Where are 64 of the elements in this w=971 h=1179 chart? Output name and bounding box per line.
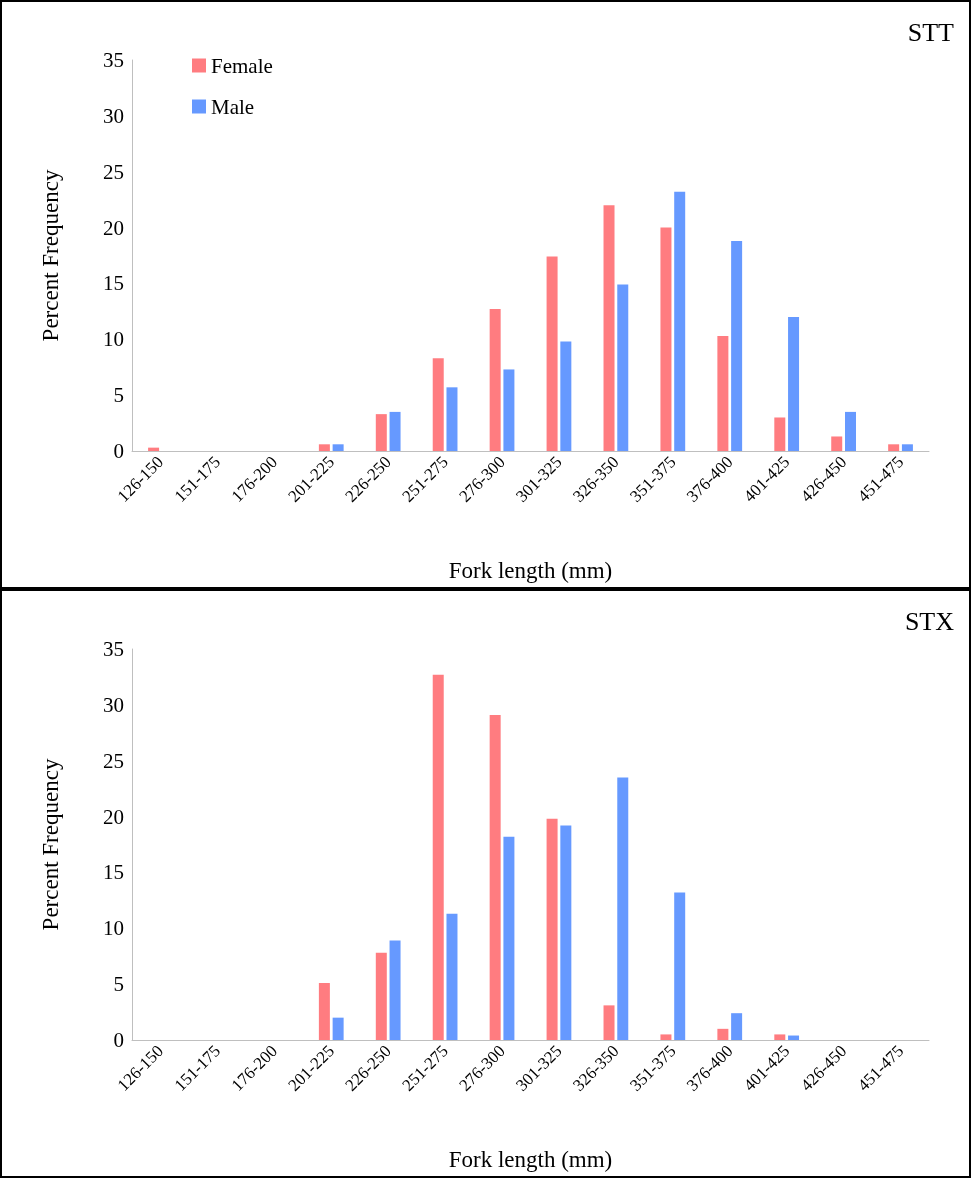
bar [389, 940, 401, 1040]
bar [774, 1034, 786, 1040]
bar [318, 983, 330, 1040]
bar [717, 335, 729, 451]
bar [774, 417, 786, 451]
chart-title: STT [907, 17, 955, 47]
bar [503, 369, 515, 451]
bar [560, 825, 572, 1040]
bar [503, 836, 515, 1040]
bar [788, 316, 800, 451]
bar [901, 444, 913, 451]
bar [389, 411, 401, 451]
bar [603, 205, 615, 451]
bar [844, 411, 856, 451]
y-tick-label: 0 [113, 439, 124, 463]
bar [318, 444, 330, 451]
bar [432, 358, 444, 451]
bar [546, 818, 558, 1040]
y-tick-label: 25 [103, 159, 124, 184]
bar [617, 777, 629, 1040]
y-tick-label: 35 [103, 637, 124, 661]
y-tick-label: 30 [103, 692, 124, 717]
y-tick-label: 20 [103, 215, 124, 240]
y-tick-label: 5 [113, 972, 124, 997]
bar [674, 892, 686, 1040]
chart-title: STX [904, 606, 955, 636]
legend-label: Female [211, 53, 273, 78]
bar [375, 414, 387, 451]
y-tick-label: 30 [103, 103, 124, 128]
bar [617, 284, 629, 451]
bar [660, 227, 672, 451]
y-tick-label: 15 [103, 271, 124, 296]
bar [660, 1034, 672, 1040]
bar [674, 191, 686, 451]
bar [831, 436, 843, 451]
y-tick-label: 15 [103, 860, 124, 885]
bar [731, 240, 743, 451]
bar [717, 1028, 729, 1040]
bar [489, 714, 501, 1040]
y-tick-label: 35 [103, 48, 124, 72]
bar [546, 256, 558, 451]
bar [560, 341, 572, 451]
y-tick-label: 5 [113, 383, 124, 408]
y-axis-title: Percent Frequency [38, 169, 63, 342]
bar [446, 913, 458, 1040]
bar [489, 309, 501, 451]
y-tick-label: 0 [113, 1028, 124, 1052]
legend-label: Male [211, 94, 255, 119]
y-tick-label: 10 [103, 327, 124, 352]
y-tick-label: 20 [103, 804, 124, 829]
bar [446, 387, 458, 451]
y-tick-label: 25 [103, 748, 124, 773]
bar [603, 1005, 615, 1040]
x-axis-title: Fork length (mm) [448, 558, 613, 583]
x-axis-title: Fork length (mm) [448, 1147, 613, 1172]
bar [332, 444, 344, 451]
bar [375, 952, 387, 1040]
bar [432, 674, 444, 1040]
bar [731, 1013, 743, 1040]
bar [888, 444, 900, 451]
bar [788, 1035, 800, 1040]
bar [332, 1017, 344, 1040]
y-axis-title: Percent Frequency [38, 758, 63, 931]
y-tick-label: 10 [103, 916, 124, 941]
